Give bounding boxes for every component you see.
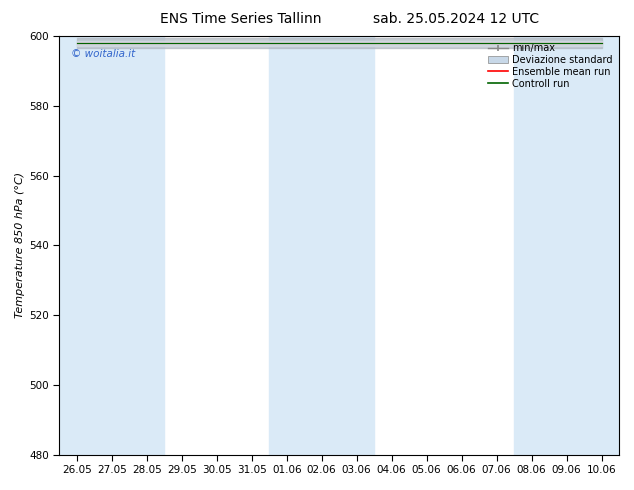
Text: © woitalia.it: © woitalia.it: [70, 49, 135, 59]
Text: sab. 25.05.2024 12 UTC: sab. 25.05.2024 12 UTC: [373, 12, 540, 26]
Legend: min/max, Deviazione standard, Ensemble mean run, Controll run: min/max, Deviazione standard, Ensemble m…: [486, 41, 614, 91]
Bar: [269, 36, 374, 455]
Y-axis label: Temperature 850 hPa (°C): Temperature 850 hPa (°C): [15, 172, 25, 318]
Bar: [514, 36, 619, 455]
Bar: [60, 36, 164, 455]
Text: ENS Time Series Tallinn: ENS Time Series Tallinn: [160, 12, 321, 26]
